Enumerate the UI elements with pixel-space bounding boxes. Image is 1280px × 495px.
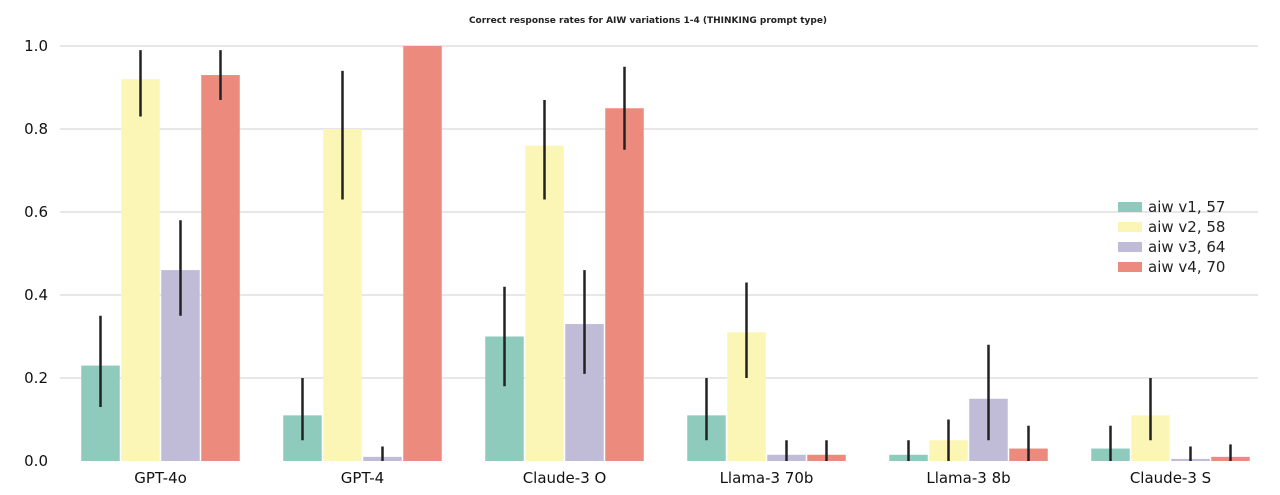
y-tick-label: 0.2: [24, 369, 48, 387]
legend-swatch: [1118, 202, 1142, 212]
y-axis: 0.0 0.2 0.4 0.6 0.8 1.0: [24, 37, 48, 470]
error-bars: [99, 50, 1232, 461]
bar: [605, 108, 644, 461]
y-tick-label: 0.4: [24, 286, 48, 304]
grid-lines: [60, 45, 1258, 379]
y-tick-label: 0.6: [24, 203, 48, 221]
x-tick-label: Claude-3 O: [523, 469, 607, 487]
y-tick-label: 1.0: [24, 37, 48, 55]
legend-entry: aiw v3, 64: [1148, 238, 1225, 256]
bars: [81, 46, 1250, 462]
bar: [121, 79, 160, 461]
x-tick-label: Llama-3 70b: [720, 469, 814, 487]
x-tick-label: GPT-4o: [134, 469, 187, 487]
chart-title: Correct response rates for AIW variation…: [469, 16, 827, 26]
bar: [201, 75, 240, 462]
legend-swatch: [1118, 242, 1142, 252]
y-tick-label: 0.0: [24, 452, 48, 470]
x-axis: GPT-4o GPT-4 Claude-3 O Llama-3 70b Llama-3 …: [134, 469, 1211, 487]
y-tick-label: 0.8: [24, 120, 48, 138]
legend: aiw v1, 57 aiw v2, 58 aiw v3, 64 aiw v4, 70: [1118, 198, 1225, 276]
legend-swatch: [1118, 262, 1142, 272]
legend-entry: aiw v1, 57: [1148, 198, 1225, 216]
x-tick-label: GPT-4: [341, 469, 384, 487]
legend-entry: aiw v4, 70: [1148, 258, 1225, 276]
bar: [403, 46, 442, 461]
legend-entry: aiw v2, 58: [1148, 218, 1225, 236]
x-tick-label: Claude-3 S: [1130, 469, 1211, 487]
legend-swatch: [1118, 222, 1142, 232]
x-tick-label: Llama-3 8b: [926, 469, 1010, 487]
